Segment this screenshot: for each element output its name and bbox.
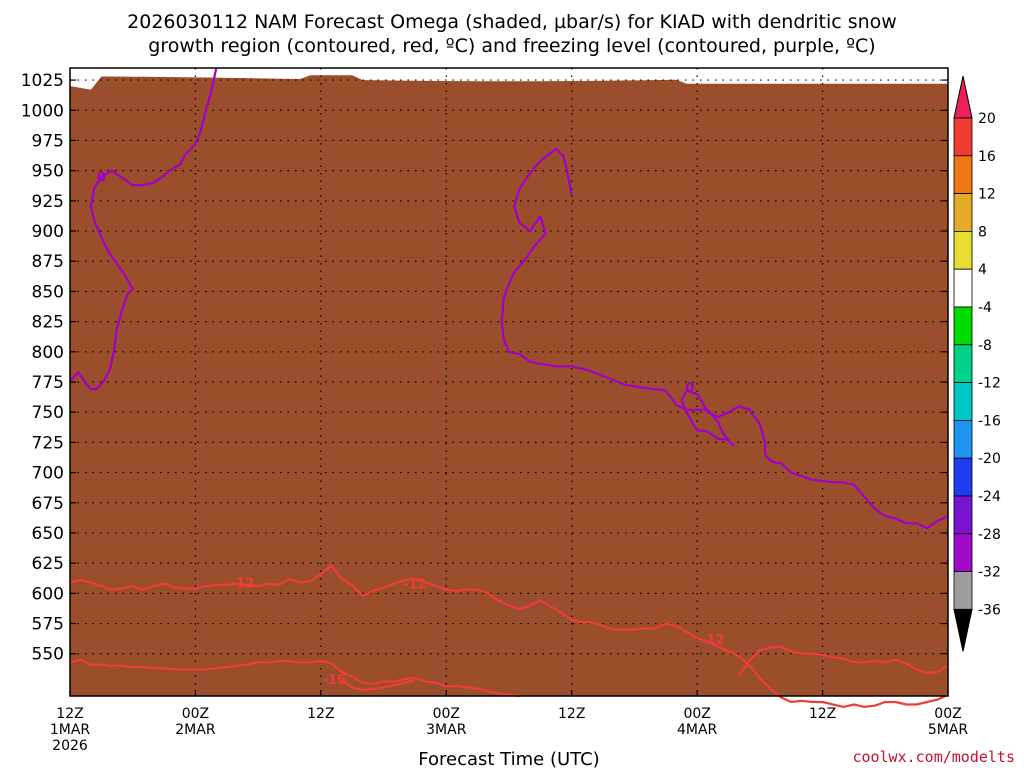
colorbar: 20 16 12 8 4 -4 -8 -12 -16 -20 -24 -28 -32 -36 xyxy=(953,75,1001,652)
contour-line-3 xyxy=(341,679,416,692)
x-tick-label-84-1: 00Z xyxy=(934,706,961,722)
x-tick-label-48-1: 12Z xyxy=(558,706,585,722)
ground-area xyxy=(70,75,948,696)
colorbar-label-13: -36 xyxy=(978,602,1001,618)
colorbar-label-9: -20 xyxy=(978,451,1001,467)
colorbar-swatch-13 xyxy=(953,571,973,610)
y-tick-label-900: 900 xyxy=(32,222,64,242)
contour-label-1: -12 xyxy=(403,578,427,593)
contour-label-2: -12 xyxy=(701,633,725,648)
contour-label-5: 0 xyxy=(685,381,694,396)
contour-lines xyxy=(69,67,949,709)
colorbar-swatch-5 xyxy=(953,268,973,308)
x-tick-label-24-1: 12Z xyxy=(307,706,334,722)
y-tick-label-850: 850 xyxy=(32,282,64,302)
colorbar-label-3: 8 xyxy=(978,224,987,240)
colorbar-label-11: -28 xyxy=(978,527,1001,543)
colorbar-label-12: -32 xyxy=(978,565,1001,581)
contour-label-0: -12 xyxy=(231,576,255,591)
colorbar-swatch-9 xyxy=(953,419,973,459)
colorbar-label-2: 12 xyxy=(978,187,996,203)
x-tick-label-0-1: 12Z xyxy=(56,706,83,722)
x-tick-label-60-1: 00Z xyxy=(683,706,710,722)
colorbar-swatch-4 xyxy=(953,230,973,270)
y-tick-label-575: 575 xyxy=(32,615,64,635)
colorbar-label-0: 20 xyxy=(978,111,996,127)
colorbar-swatch-11 xyxy=(953,495,973,535)
contour-line-0 xyxy=(69,658,520,698)
colorbar-label-5: -4 xyxy=(978,300,992,316)
colorbar-bottom-arrow xyxy=(953,608,973,652)
y-tick-label-625: 625 xyxy=(32,554,64,574)
chart-title-line2: growth region (contoured, red, ºC) and f… xyxy=(148,35,875,57)
colorbar-swatch-8 xyxy=(953,382,973,421)
y-tick-label-975: 975 xyxy=(32,131,64,151)
y-tick-label-800: 800 xyxy=(32,343,64,363)
colorbar-swatch-12 xyxy=(953,533,973,572)
y-tick-label-875: 875 xyxy=(32,252,64,272)
colorbar-top-arrow xyxy=(953,75,973,119)
x-tick-label-12-1: 00Z xyxy=(182,706,209,722)
y-tick-label-950: 950 xyxy=(32,162,64,182)
contour-line-5 xyxy=(500,147,949,530)
y-tick-label-650: 650 xyxy=(32,524,64,544)
x-tick-label-72-1: 12Z xyxy=(809,706,836,722)
y-tick-label-1025: 1025 xyxy=(21,71,64,91)
y-tick-label-675: 675 xyxy=(32,494,64,514)
ground-surface xyxy=(70,75,948,696)
y-tick-label-725: 725 xyxy=(32,433,64,453)
y-tick-label-925: 925 xyxy=(32,192,64,212)
x-tick-label-60-2: 4MAR xyxy=(677,722,718,738)
y-tick-label-1000: 1000 xyxy=(21,101,64,121)
x-tick-label-0-3: 2026 xyxy=(52,738,88,754)
x-tick-label-36-1: 00Z xyxy=(433,706,460,722)
y-tick-label-700: 700 xyxy=(32,464,64,484)
chart-title-line1: 2026030112 NAM Forecast Omega (shaded, µ… xyxy=(127,11,897,33)
colorbar-label-1: 16 xyxy=(978,149,996,165)
contour-label-4: 0 xyxy=(97,171,106,186)
contour-line-1 xyxy=(738,645,949,677)
y-tick-label-825: 825 xyxy=(32,313,64,333)
colorbar-label-7: -12 xyxy=(978,376,1001,392)
y-tick-label-550: 550 xyxy=(32,645,64,665)
colorbar-label-4: 4 xyxy=(978,262,987,278)
colorbar-swatch-10 xyxy=(953,457,973,497)
colorbar-label-10: -24 xyxy=(978,489,1001,505)
colorbar-swatch-7 xyxy=(953,344,973,383)
y-axis-ticks: 550 575 600 625 650 675 700 725 750 775 800 825 850 8… xyxy=(21,71,948,665)
y-tick-label-750: 750 xyxy=(32,403,64,423)
contour-labels: -12 -12 -12 -16 0 0 xyxy=(97,171,725,688)
x-tick-label-84-2: 5MAR xyxy=(928,722,969,738)
colorbar-swatch-1 xyxy=(953,117,973,157)
contour-line-4 xyxy=(69,67,218,391)
contour-line-2 xyxy=(69,564,949,709)
x-tick-label-12-2: 2MAR xyxy=(175,722,216,738)
colorbar-label-6: -8 xyxy=(978,338,992,354)
x-axis-label: Forecast Time (UTC) xyxy=(418,749,599,768)
contour-label-3: -16 xyxy=(323,673,347,688)
y-tick-label-775: 775 xyxy=(32,373,64,393)
colorbar-label-8: -16 xyxy=(978,413,1001,429)
colorbar-swatch-6 xyxy=(953,306,973,346)
credit-link[interactable]: coolwx.com/modelts xyxy=(852,748,1015,766)
y-tick-label-600: 600 xyxy=(32,584,64,604)
colorbar-swatch-2 xyxy=(953,155,973,195)
colorbar-swatch-3 xyxy=(953,193,973,232)
x-tick-label-36-2: 3MAR xyxy=(426,722,467,738)
x-tick-label-0-2: 1MAR xyxy=(50,722,91,738)
